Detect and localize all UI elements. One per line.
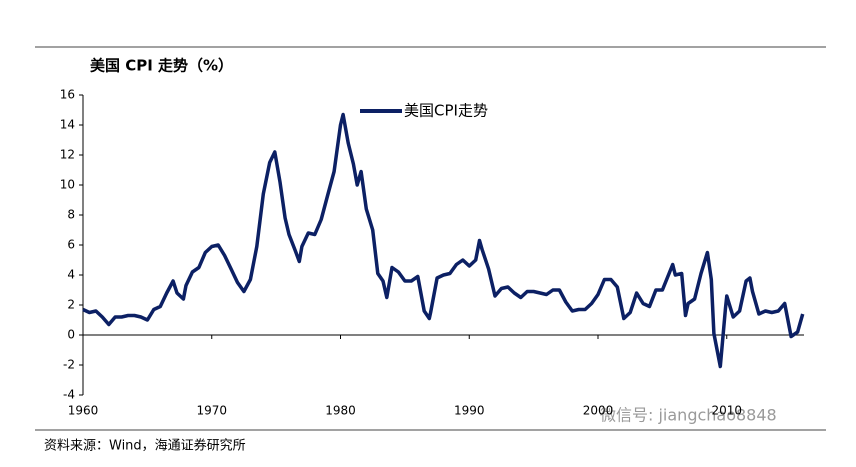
y-tick-label: 14 — [60, 118, 75, 132]
x-tick-label: 1960 — [68, 404, 99, 418]
cpi-line — [82, 112, 805, 369]
x-tick-label: 1990 — [454, 404, 485, 418]
y-tick-label: 8 — [67, 208, 75, 222]
x-tick-label: 2010 — [711, 404, 742, 418]
y-tick-label: 2 — [67, 298, 75, 312]
y-tick-label: 12 — [60, 148, 75, 162]
y-tick-label: 16 — [60, 88, 75, 102]
y-tick-label: -2 — [63, 358, 75, 372]
watermark: 微信号: jiangchao8848 — [600, 406, 777, 425]
y-tick-label: 10 — [60, 178, 75, 192]
chart-title: 美国 CPI 走势（%） — [90, 57, 233, 75]
x-tick-label: 1970 — [196, 404, 227, 418]
y-tick-label: 6 — [67, 238, 75, 252]
x-tick-label: 1980 — [325, 404, 356, 418]
legend-label: 美国CPI走势 — [404, 102, 488, 120]
y-tick-label: 0 — [67, 328, 75, 342]
x-tick-label: 2000 — [583, 404, 614, 418]
source: 资料来源：Wind，海通证券研究所 — [44, 438, 246, 454]
y-tick-label: 4 — [67, 268, 75, 282]
y-tick-label: -4 — [63, 388, 75, 402]
